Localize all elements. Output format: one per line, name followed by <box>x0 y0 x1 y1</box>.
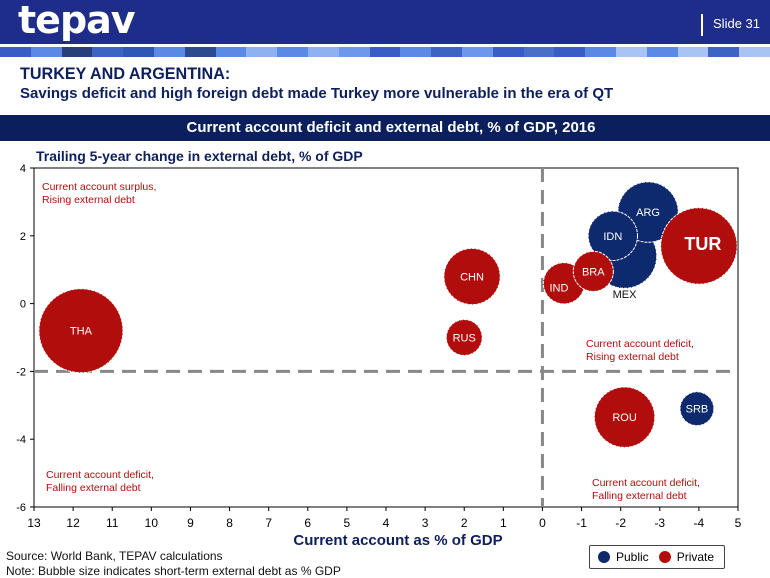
x-tick-label: 9 <box>187 516 194 530</box>
legend-private-label: Private <box>676 550 715 564</box>
legend: Public Private <box>589 545 725 569</box>
slide-subtitle: Savings deficit and high foreign debt ma… <box>20 85 614 102</box>
x-tick-label: 13 <box>27 516 41 530</box>
y-tick-label: 4 <box>20 163 26 175</box>
x-tick-label: -2 <box>615 516 626 530</box>
bubble-label: IND <box>549 282 568 294</box>
bubble-tur <box>660 207 738 285</box>
bubble-label: CHN <box>460 271 484 283</box>
x-tick-label: 7 <box>265 516 272 530</box>
bubble-srb <box>679 391 715 427</box>
header-bar: tepav Slide 31 <box>0 0 770 44</box>
bubble-idn <box>587 210 639 261</box>
x-tick-label: 12 <box>66 516 80 530</box>
legend-public-marker <box>598 551 610 563</box>
quadrant-annotation: Falling external debt <box>592 490 687 502</box>
y-tick-label: -6 <box>16 502 26 514</box>
bubble-bra <box>572 250 614 292</box>
y-axis-label: Trailing 5-year change in external debt,… <box>36 148 363 164</box>
y-tick-label: 0 <box>20 299 26 311</box>
x-tick-label: -1 <box>576 516 587 530</box>
bubble-tha <box>38 288 124 374</box>
bubble-label: BRA <box>582 266 605 278</box>
x-tick-label: 10 <box>145 516 159 530</box>
bubble-label: TUR <box>684 234 721 254</box>
quadrant-annotation: Current account deficit, <box>586 338 694 350</box>
x-axis-label: Current account as % of GDP <box>293 532 502 549</box>
quadrant-annotation: Current account deficit, <box>46 469 154 481</box>
x-tick-label: 5 <box>344 516 351 530</box>
bubble-label: ARG <box>636 207 660 219</box>
legend-public-label: Public <box>616 550 649 564</box>
bubble-label: MEX <box>613 289 638 301</box>
source-text: Source: World Bank, TEPAV calculations <box>6 549 223 563</box>
x-tick-label: 5 <box>735 516 742 530</box>
bubble-label: ROU <box>612 412 637 424</box>
x-tick-label: 3 <box>422 516 429 530</box>
bubble-label: RUS <box>453 333 476 345</box>
note-text: Note: Bubble size indicates short-term e… <box>6 564 341 578</box>
chart-title: Current account deficit and external deb… <box>0 115 770 141</box>
bubble-label: THA <box>70 326 93 338</box>
bubble-rus <box>445 319 483 356</box>
x-tick-label: -3 <box>654 516 665 530</box>
bubble-chn <box>443 247 501 306</box>
quadrant-annotation: Current account surplus, <box>42 181 156 193</box>
x-tick-label: 8 <box>226 516 233 530</box>
legend-private-marker <box>658 551 671 563</box>
bubble-label: IDN <box>603 231 622 243</box>
y-tick-label: 2 <box>20 231 26 243</box>
bubble-rou <box>593 386 656 448</box>
x-tick-label: 6 <box>304 516 311 530</box>
x-tick-label: 4 <box>383 516 390 530</box>
slide-number: Slide 31 <box>701 14 760 36</box>
x-tick-label: 0 <box>539 516 546 530</box>
x-tick-label: 1 <box>500 516 507 530</box>
x-tick-label: 2 <box>461 516 468 530</box>
y-tick-label: -4 <box>16 434 26 446</box>
quadrant-annotation: Rising external debt <box>42 194 135 206</box>
slide-title: TURKEY AND ARGENTINA: <box>20 64 231 83</box>
bubble-label: SRB <box>686 404 709 416</box>
quadrant-annotation: Current account deficit, <box>592 477 700 489</box>
x-tick-label: 11 <box>106 516 119 530</box>
quadrant-annotation: Falling external debt <box>46 482 141 494</box>
y-tick-label: -2 <box>16 366 26 378</box>
x-tick-label: -4 <box>694 516 705 530</box>
decorative-strip <box>0 47 770 57</box>
quadrant-annotation: Rising external debt <box>586 351 679 363</box>
tepav-logo: tepav <box>18 0 136 42</box>
